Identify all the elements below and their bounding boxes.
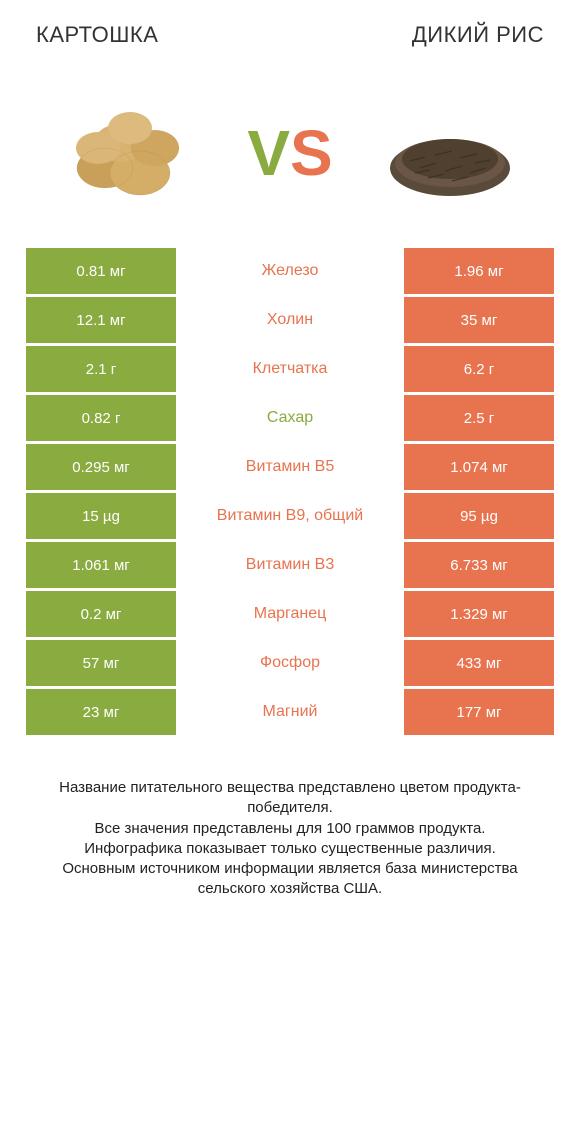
value-left: 12.1 мг [26,297,176,343]
header-row: КАРТОШКА ДИКИЙ РИС [0,0,580,58]
comparison-table: 0.81 мгЖелезо1.96 мг12.1 мгХолин35 мг2.1… [0,248,580,735]
table-row: 57 мгФосфор433 мг [26,640,554,686]
title-right: ДИКИЙ РИС [412,22,544,48]
footer-text: Название питательного вещества представл… [0,738,580,930]
infographic-container: КАРТОШКА ДИКИЙ РИС VS [0,0,580,930]
value-right: 6.2 г [404,346,554,392]
vs-v: V [247,117,290,189]
value-right: 35 мг [404,297,554,343]
footer-line: Инфографика показывает только существенн… [30,839,550,859]
footer-line: Основным источником информации является … [30,859,550,900]
value-left: 1.061 мг [26,542,176,588]
value-left: 0.295 мг [26,444,176,490]
table-row: 0.2 мгМарганец1.329 мг [26,591,554,637]
wild-rice-image [380,93,520,213]
table-row: 0.81 мгЖелезо1.96 мг [26,248,554,294]
table-row: 0.82 гСахар2.5 г [26,395,554,441]
value-right: 2.5 г [404,395,554,441]
nutrient-label: Витамин B9, общий [176,493,404,539]
nutrient-label: Сахар [176,395,404,441]
vs-s: S [290,117,333,189]
nutrient-label: Фосфор [176,640,404,686]
table-row: 12.1 мгХолин35 мг [26,297,554,343]
table-row: 15 µgВитамин B9, общий95 µg [26,493,554,539]
vs-label: VS [247,121,332,185]
nutrient-label: Холин [176,297,404,343]
nutrient-label: Железо [176,248,404,294]
nutrient-label: Марганец [176,591,404,637]
nutrient-label: Клетчатка [176,346,404,392]
nutrient-label: Витамин B5 [176,444,404,490]
footer-line: Название питательного вещества представл… [30,778,550,819]
value-left: 15 µg [26,493,176,539]
value-left: 2.1 г [26,346,176,392]
value-right: 177 мг [404,689,554,735]
table-row: 23 мгМагний177 мг [26,689,554,735]
nutrient-label: Витамин B3 [176,542,404,588]
value-right: 1.96 мг [404,248,554,294]
value-left: 0.82 г [26,395,176,441]
value-left: 0.2 мг [26,591,176,637]
value-right: 1.074 мг [404,444,554,490]
table-row: 0.295 мгВитамин B51.074 мг [26,444,554,490]
value-right: 95 µg [404,493,554,539]
value-left: 57 мг [26,640,176,686]
value-left: 23 мг [26,689,176,735]
value-right: 433 мг [404,640,554,686]
nutrient-label: Магний [176,689,404,735]
value-left: 0.81 мг [26,248,176,294]
potato-image [60,93,200,213]
title-left: КАРТОШКА [36,22,158,48]
value-right: 6.733 мг [404,542,554,588]
images-row: VS [0,58,580,248]
value-right: 1.329 мг [404,591,554,637]
table-row: 2.1 гКлетчатка6.2 г [26,346,554,392]
table-row: 1.061 мгВитамин B36.733 мг [26,542,554,588]
footer-line: Все значения представлены для 100 граммо… [30,819,550,839]
